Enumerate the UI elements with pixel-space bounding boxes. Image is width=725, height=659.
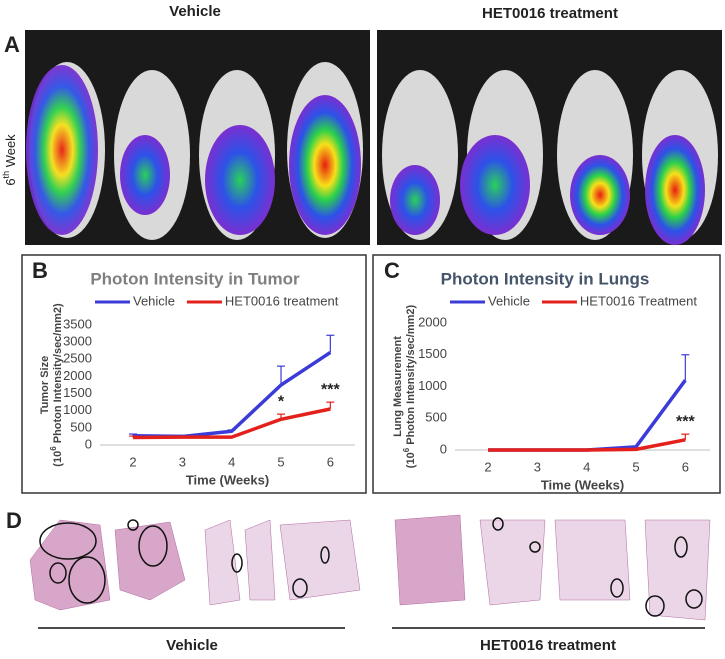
signal bbox=[26, 65, 705, 245]
x-tick-label: 5 bbox=[632, 459, 639, 474]
panel-frame bbox=[372, 254, 721, 494]
x-tick-label: 4 bbox=[583, 459, 590, 474]
side-label-word: Week bbox=[3, 134, 18, 171]
y-tick-label: 2500 bbox=[63, 351, 92, 366]
bottom-label: HET0016 treatment bbox=[480, 637, 616, 654]
x-tick-label: 4 bbox=[228, 454, 235, 469]
charts: Photon Intensity in Tumor Vehicle HET0016 … bbox=[39, 269, 710, 492]
y-axis-unit: (106 Photon Intensity/sec/mm2) bbox=[49, 303, 64, 467]
panel-label: B bbox=[32, 258, 48, 283]
series-line bbox=[488, 379, 687, 452]
panel-frame bbox=[21, 254, 367, 494]
histology-images bbox=[29, 514, 711, 621]
y-tick-label: 500 bbox=[425, 410, 447, 425]
y-axis-unit: (106 Photon Intensity/sec/mm2) bbox=[402, 304, 417, 468]
header: Vehicle bbox=[169, 3, 221, 20]
legend-label: Vehicle bbox=[133, 293, 175, 308]
x-tick-label: 5 bbox=[277, 454, 284, 469]
header: HET0016 treatment bbox=[482, 5, 618, 22]
y-tick-label: 1500 bbox=[418, 346, 447, 361]
series-line bbox=[133, 350, 332, 439]
unit-base: (10 bbox=[52, 451, 64, 467]
x-tick-label: 2 bbox=[129, 454, 136, 469]
x-axis-label: Time (Weeks) bbox=[541, 477, 624, 492]
bottom-label: Vehicle bbox=[166, 637, 218, 654]
legend-label: HET0016 treatment bbox=[225, 293, 339, 308]
side-label-number: 6 bbox=[3, 178, 18, 185]
y-tick-label: 0 bbox=[440, 441, 447, 456]
annotation: *** bbox=[676, 413, 695, 430]
unit-exp: 6 bbox=[49, 446, 58, 451]
x-tick-label: 2 bbox=[484, 459, 491, 474]
side-label-suffix: th bbox=[1, 171, 11, 179]
x-tick-label: 3 bbox=[179, 454, 186, 469]
annotation: *** bbox=[321, 381, 340, 398]
y-tick-label: 1000 bbox=[63, 402, 92, 417]
side-label: 6th Week bbox=[1, 134, 18, 186]
annotation: * bbox=[278, 393, 285, 410]
unit-rest: Photon Intensity/sec/mm2) bbox=[405, 304, 417, 447]
legend-label: HET0016 Treatment bbox=[580, 293, 697, 308]
y-tick-label: 0 bbox=[85, 436, 92, 451]
y-tick-label: 2000 bbox=[63, 368, 92, 383]
legend-label: Vehicle bbox=[488, 293, 530, 308]
y-tick-label: 1500 bbox=[63, 385, 92, 400]
y-tick-label: 3000 bbox=[63, 334, 92, 349]
chart-title: Photon Intensity in Tumor bbox=[90, 269, 300, 288]
y-tick-label: 500 bbox=[70, 419, 92, 434]
y-tick-label: 3500 bbox=[63, 316, 92, 331]
x-tick-label: 6 bbox=[327, 454, 334, 469]
unit-rest: Photon Intensity/sec/mm2) bbox=[52, 303, 64, 446]
y-axis-label: Lung Measurement bbox=[392, 336, 404, 437]
panel-label: D bbox=[6, 508, 22, 533]
x-tick-label: 6 bbox=[682, 459, 689, 474]
y-tick-label: 1000 bbox=[418, 378, 447, 393]
chart-title: Photon Intensity in Lungs bbox=[441, 269, 650, 288]
mouse-images bbox=[25, 30, 722, 245]
series-line bbox=[133, 407, 331, 440]
series-line bbox=[488, 438, 686, 452]
y-tick-label: 2000 bbox=[418, 314, 447, 329]
panel-label: A bbox=[4, 32, 20, 57]
x-tick-label: 3 bbox=[534, 459, 541, 474]
y-axis-label: Tumor Size bbox=[39, 356, 51, 414]
unit-exp: 6 bbox=[402, 447, 411, 452]
unit-base: (10 bbox=[405, 452, 417, 468]
x-axis-label: Time (Weeks) bbox=[186, 472, 269, 487]
panel-label: C bbox=[384, 258, 400, 283]
